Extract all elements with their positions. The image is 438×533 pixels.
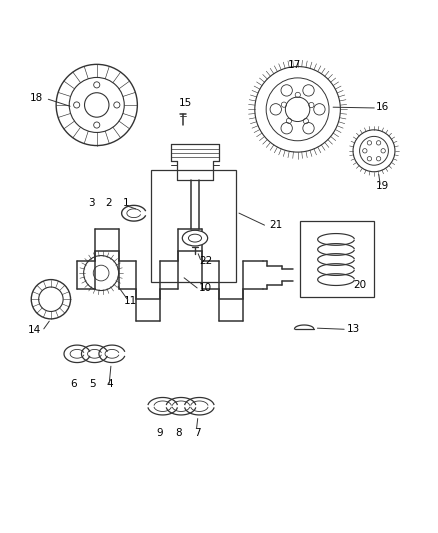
Text: 19: 19 — [376, 181, 389, 191]
Text: 16: 16 — [376, 102, 389, 112]
Text: 10: 10 — [198, 284, 212, 293]
Text: 9: 9 — [157, 429, 163, 438]
Text: 18: 18 — [30, 93, 43, 103]
Text: 17: 17 — [287, 60, 301, 70]
Text: 6: 6 — [71, 379, 78, 390]
Text: 4: 4 — [106, 379, 113, 390]
Ellipse shape — [188, 234, 201, 242]
Ellipse shape — [182, 230, 208, 246]
Text: 13: 13 — [347, 324, 360, 334]
Text: 8: 8 — [176, 429, 182, 438]
FancyBboxPatch shape — [151, 171, 237, 282]
Text: 2: 2 — [106, 198, 112, 208]
Text: 1: 1 — [123, 198, 130, 208]
FancyBboxPatch shape — [300, 221, 374, 297]
Text: 15: 15 — [179, 98, 192, 108]
Text: 3: 3 — [88, 198, 95, 208]
Text: 14: 14 — [28, 325, 41, 335]
Text: 5: 5 — [89, 379, 95, 390]
Text: 22: 22 — [199, 256, 212, 266]
Text: 7: 7 — [194, 429, 201, 438]
Text: 11: 11 — [124, 296, 138, 305]
Text: 21: 21 — [269, 220, 283, 230]
Text: 20: 20 — [353, 280, 367, 290]
